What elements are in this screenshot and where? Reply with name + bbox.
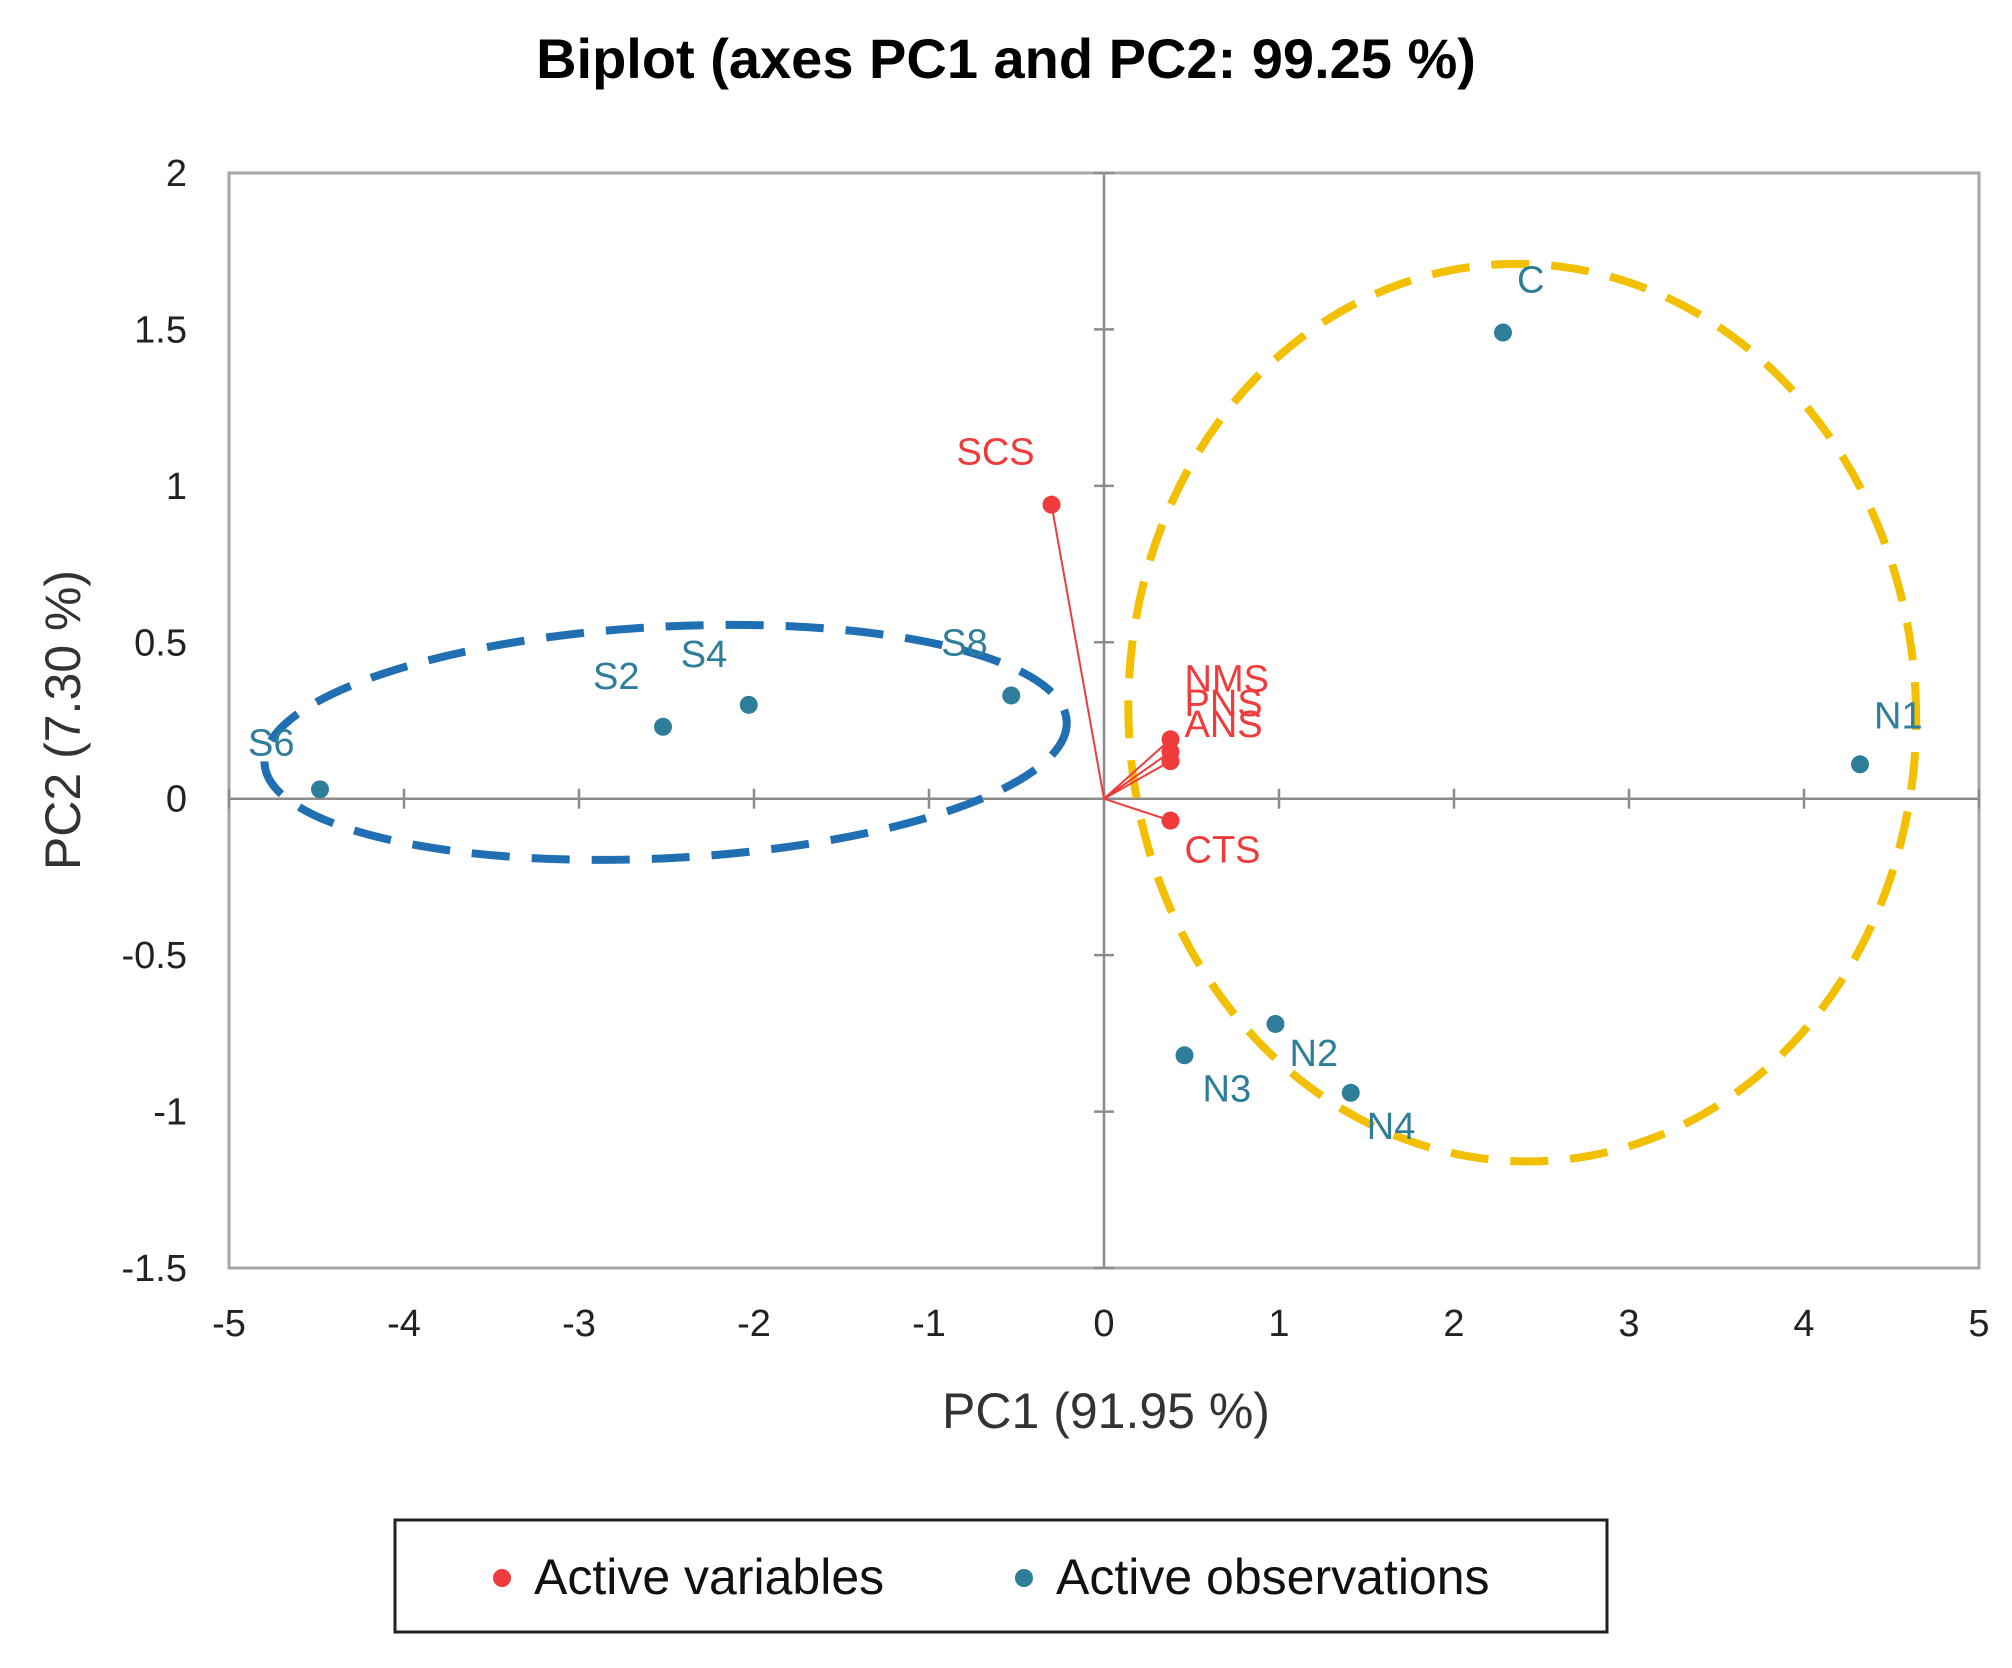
- variable-label: ANS: [1185, 704, 1263, 746]
- variable-vector: [1050, 504, 1105, 799]
- variable-point: [1161, 811, 1180, 830]
- x-tick-label: -2: [737, 1303, 771, 1345]
- y-tick-label: -1: [153, 1092, 187, 1134]
- x-tick-label: 4: [1793, 1303, 1814, 1345]
- observation-label: S2: [593, 656, 639, 698]
- variable-vector: [1103, 738, 1172, 800]
- y-tick-label: -0.5: [122, 935, 187, 977]
- variable-vector: [1103, 750, 1172, 800]
- x-tick-label: 1: [1268, 1303, 1289, 1345]
- x-tick-label: -3: [562, 1303, 596, 1345]
- observation-label: C: [1517, 260, 1544, 302]
- observation-label: S6: [248, 722, 294, 764]
- variable-label: NMS: [1185, 658, 1269, 700]
- variable-point: [1042, 495, 1061, 514]
- observation-point: [311, 780, 329, 799]
- observation-point: [1494, 323, 1512, 342]
- legend-marker-variables: [493, 1569, 511, 1587]
- observation-point: [1002, 686, 1021, 705]
- observation-label: N1: [1874, 695, 1923, 737]
- legend-label-variables: Active variables: [534, 1549, 884, 1605]
- observation-point: [1266, 1014, 1285, 1033]
- chart-title: Biplot (axes PC1 and PC2: 99.25 %): [536, 27, 1476, 90]
- x-tick-label: 5: [1968, 1303, 1989, 1345]
- x-tick-label: 2: [1443, 1303, 1464, 1345]
- x-tick-label: 3: [1618, 1303, 1639, 1345]
- plot-area: 2 1.5 1 0.5 0 -0.5 -1 -1.5 -5 -4 -3 -2 -1 0 1 2 3 4 5 SCS CT…: [122, 153, 1990, 1345]
- variable-label: PNS: [1185, 683, 1263, 725]
- y-tick-label: 0.5: [134, 622, 187, 664]
- observation-point: [1341, 1083, 1360, 1102]
- observation-point: [739, 695, 758, 714]
- legend: Active variables Active observations: [393, 1518, 1609, 1634]
- observation-label: N2: [1290, 1033, 1339, 1075]
- variable-point: [1161, 730, 1180, 749]
- x-axis-label: PC1 (91.95 %): [942, 1383, 1270, 1439]
- observation-label: S8: [941, 622, 987, 664]
- group-ellipse-blue-cluster: [260, 620, 1071, 864]
- x-tick-label: -1: [912, 1303, 946, 1345]
- y-tick-label: 2: [166, 153, 187, 195]
- legend-marker-observations: [1015, 1569, 1033, 1587]
- observation-label: S4: [681, 634, 727, 676]
- y-axis-label: PC2 (7.30 %): [35, 570, 91, 870]
- variable-point: [1161, 752, 1180, 771]
- variable-label: SCS: [957, 432, 1035, 474]
- variable-vector: [1103, 760, 1171, 800]
- observation-label: N4: [1367, 1106, 1416, 1148]
- x-tick-label: -4: [387, 1303, 421, 1345]
- legend-box: [393, 1518, 1609, 1634]
- y-tick-label: 0: [166, 779, 187, 821]
- legend-label-observations: Active observations: [1056, 1549, 1490, 1605]
- observation-point: [654, 717, 672, 736]
- group-ellipse-yellow-cluster: [1124, 259, 1921, 1166]
- y-tick-label: 1.5: [134, 309, 187, 351]
- variable-vector: [1103, 797, 1171, 822]
- y-tick-label: 1: [166, 466, 187, 508]
- x-tick-label: 0: [1093, 1303, 1114, 1345]
- observation-label: N3: [1203, 1068, 1252, 1110]
- observation-point: [1851, 755, 1869, 774]
- x-tick-label: -5: [212, 1303, 246, 1345]
- y-tick-label: -1.5: [122, 1248, 187, 1290]
- variable-label: CTS: [1185, 830, 1261, 872]
- observation-point: [1175, 1046, 1194, 1065]
